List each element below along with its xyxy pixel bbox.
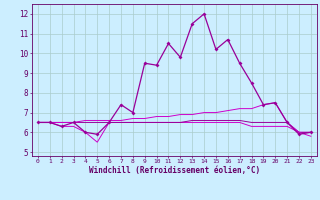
X-axis label: Windchill (Refroidissement éolien,°C): Windchill (Refroidissement éolien,°C) [89,166,260,175]
